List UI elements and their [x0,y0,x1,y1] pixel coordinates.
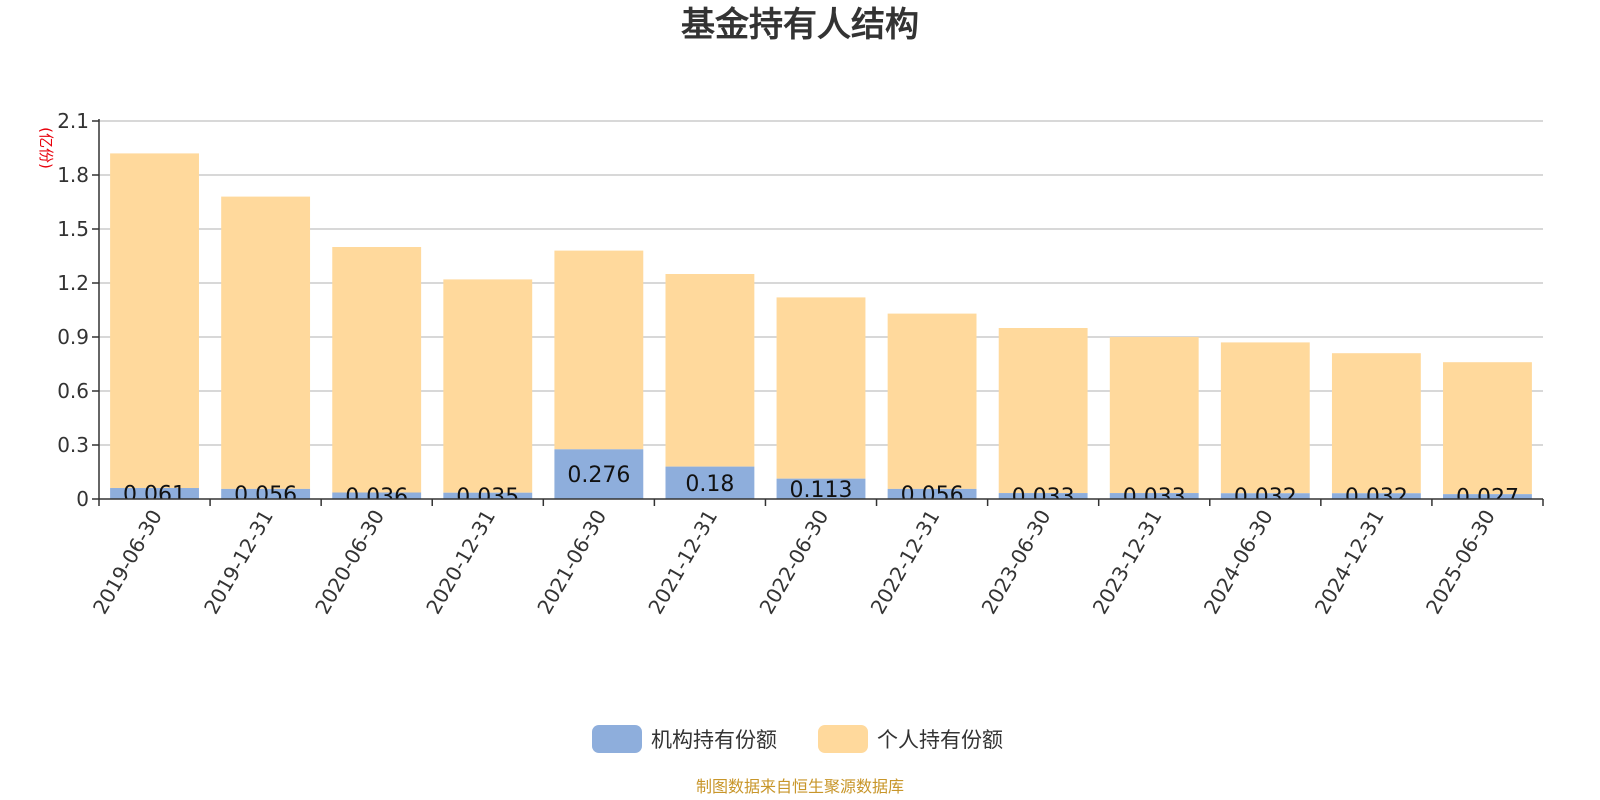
y-tick-label: 0.3 [57,433,89,457]
bar-personal [776,297,866,479]
x-tick-label: 2025-06-30 [1421,506,1500,619]
x-tick-label: 2024-12-31 [1310,506,1389,619]
bar-personal [1443,362,1532,495]
y-tick-label: 0.6 [57,379,89,403]
legend: 机构持有份额 个人持有份额 [592,725,1003,753]
data-label: 0.033 [1123,485,1186,510]
bar-personal [1220,342,1310,494]
x-tick-label: 2024-06-30 [1199,506,1278,619]
x-tick-label: 2020-12-31 [421,506,500,619]
bars [110,153,1532,499]
bar-personal [998,328,1088,494]
bar-institutional [1331,493,1421,499]
bar-institutional [554,449,644,499]
bar-institutional [332,492,422,499]
data-label: 0.276 [567,463,630,488]
x-tick-label: 2021-12-31 [643,506,722,619]
bar-institutional [221,488,311,499]
x-tick-label: 2023-12-31 [1088,506,1167,619]
data-label: 0.035 [456,485,519,510]
bar-institutional [776,478,866,499]
data-label: 0.032 [1345,485,1408,510]
bar-institutional [665,466,755,499]
x-tick-label: 2022-06-30 [754,506,833,619]
bar-personal [554,250,644,450]
legend-label: 个人持有份额 [877,728,1003,752]
x-tick-label: 2019-12-31 [199,506,278,619]
bar-personal [1331,353,1421,494]
bar-institutional [110,488,199,499]
x-tick-label: 2020-06-30 [310,506,389,619]
bar-personal [110,153,199,489]
x-tick-label: 2021-06-30 [532,506,611,619]
data-label: 0.056 [901,483,964,508]
y-tick-label: 1.2 [57,271,89,295]
y-axis-unit-label: (亿份) [37,127,55,169]
legend-swatch [818,725,868,753]
chart-title: 基金持有人结构 [681,5,919,45]
y-tick-label: 0.9 [57,325,89,349]
legend-label: 机构持有份额 [651,728,777,752]
data-labels: 0.061 0.056 0.036 0.035 0.276 0.18 0.113 0.056 0… [123,463,1519,511]
data-label: 0.056 [234,483,297,508]
bar-institutional [443,492,533,499]
data-label: 0.061 [123,483,186,508]
bar-personal [332,247,422,493]
y-tick-label: 1.8 [57,163,89,187]
data-label: 0.113 [790,478,853,503]
legend-swatch [592,725,642,753]
y-tick-label: 2.1 [57,109,89,133]
x-tick-label: 2019-06-30 [88,506,167,619]
bar-personal [1109,337,1199,494]
data-label: 0.036 [345,485,408,510]
data-label: 0.18 [685,472,734,497]
bar-personal [665,274,755,467]
bar-institutional [1220,493,1310,499]
x-tick-label: 2023-06-30 [977,506,1056,619]
bar-institutional [887,488,977,499]
y-tick-label: 0 [76,487,89,511]
x-tick-label: 2022-12-31 [866,506,945,619]
bar-institutional [1443,494,1532,499]
bar-institutional [1109,493,1199,499]
y-tick-label: 1.5 [57,217,89,241]
bar-personal [887,313,977,489]
data-label: 0.032 [1234,485,1297,510]
bar-personal [443,279,533,493]
bar-institutional [998,493,1088,499]
source-note: 制图数据来自恒生聚源数据库 [696,777,904,796]
bar-personal [221,196,311,489]
data-label: 0.027 [1456,486,1519,511]
data-label: 0.033 [1012,485,1075,510]
